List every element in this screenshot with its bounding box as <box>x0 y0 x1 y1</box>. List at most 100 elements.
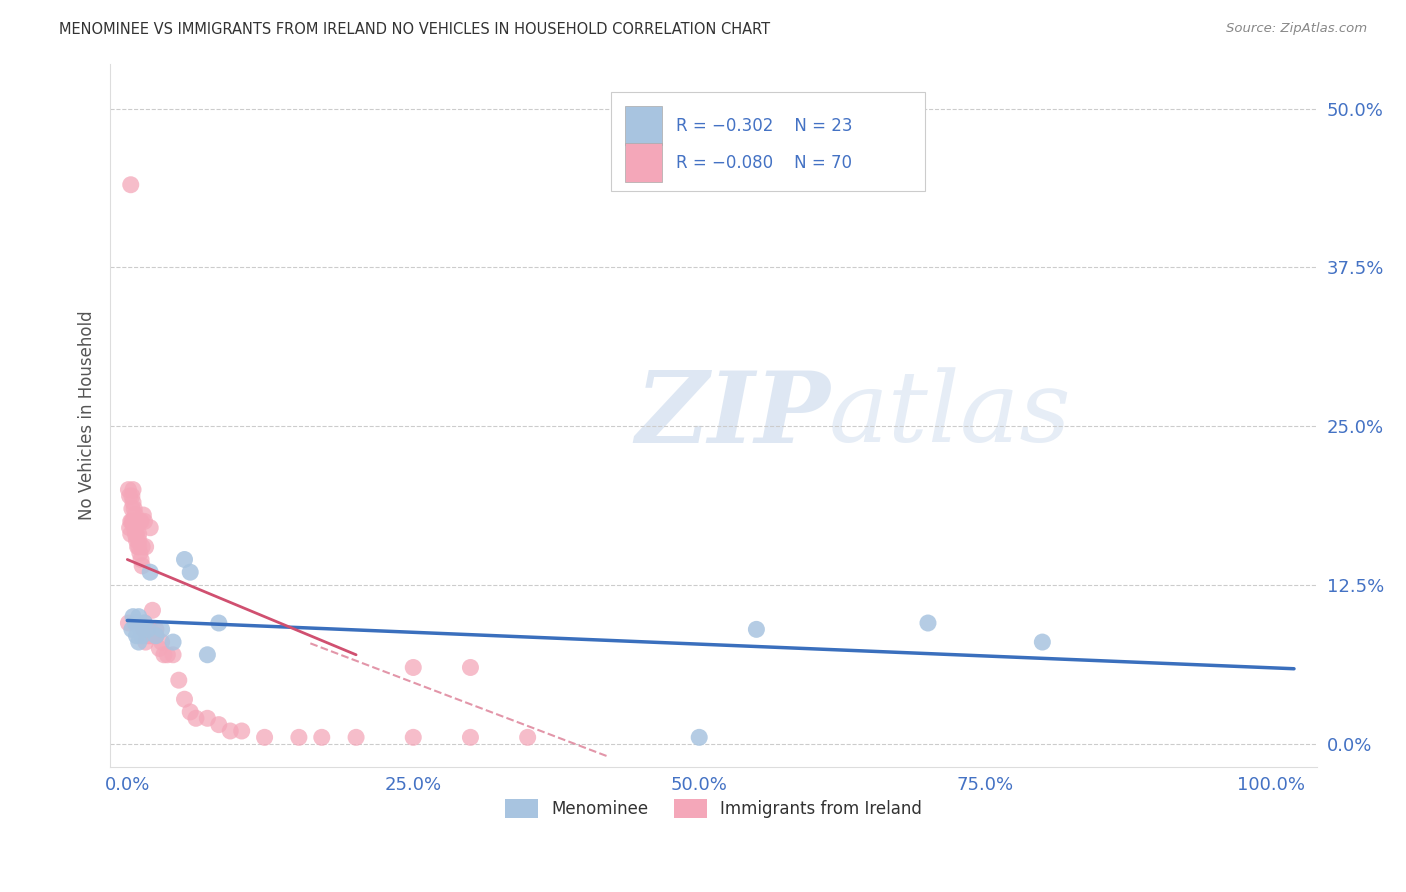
FancyBboxPatch shape <box>626 106 662 145</box>
Point <box>128 527 150 541</box>
Point <box>139 623 162 637</box>
Point <box>516 731 538 745</box>
Point <box>145 623 167 637</box>
Text: ZIP: ZIP <box>636 368 830 464</box>
Point <box>195 648 218 662</box>
Point <box>141 629 163 643</box>
Point <box>162 635 184 649</box>
Point <box>129 515 152 529</box>
Point <box>122 483 145 497</box>
Point <box>122 521 145 535</box>
Point <box>129 623 152 637</box>
Point <box>117 483 139 497</box>
Point <box>135 540 157 554</box>
Point <box>120 515 142 529</box>
Point <box>688 731 710 745</box>
Point <box>145 629 167 643</box>
Legend: Menominee, Immigrants from Ireland: Menominee, Immigrants from Ireland <box>498 792 929 825</box>
Point <box>118 489 141 503</box>
Point <box>122 515 145 529</box>
Point <box>127 615 149 630</box>
Point <box>208 717 231 731</box>
Point <box>128 540 150 554</box>
Point <box>148 641 170 656</box>
Point <box>344 731 367 745</box>
Text: Source: ZipAtlas.com: Source: ZipAtlas.com <box>1226 22 1367 36</box>
Point <box>145 629 167 643</box>
Point <box>125 515 148 529</box>
Point <box>153 648 176 662</box>
Point <box>124 508 146 522</box>
Point <box>138 629 160 643</box>
Point <box>124 515 146 529</box>
Point <box>141 603 163 617</box>
Y-axis label: No Vehicles in Household: No Vehicles in Household <box>79 310 96 520</box>
Point <box>208 615 231 630</box>
Text: R = −0.302    N = 23: R = −0.302 N = 23 <box>676 117 852 135</box>
Point <box>179 565 201 579</box>
Point <box>120 527 142 541</box>
Point <box>162 648 184 662</box>
Point <box>173 552 195 566</box>
Point <box>167 673 190 688</box>
Point <box>127 515 149 529</box>
Point <box>121 623 143 637</box>
Point <box>139 521 162 535</box>
Point <box>136 623 159 637</box>
Text: R = −0.080    N = 70: R = −0.080 N = 70 <box>676 153 852 172</box>
Point <box>156 648 179 662</box>
Point <box>173 692 195 706</box>
Point <box>125 629 148 643</box>
Point <box>142 629 165 643</box>
Point <box>402 660 425 674</box>
Point <box>311 731 333 745</box>
Point <box>131 629 153 643</box>
Point <box>184 711 207 725</box>
Point <box>132 623 155 637</box>
Point <box>288 731 311 745</box>
Point <box>122 609 145 624</box>
Point <box>1031 635 1053 649</box>
Point <box>128 533 150 548</box>
Point <box>118 521 141 535</box>
Point <box>131 540 153 554</box>
Point <box>231 723 253 738</box>
Point <box>124 615 146 630</box>
Point <box>131 558 153 573</box>
Point <box>402 731 425 745</box>
Point <box>745 623 768 637</box>
Point <box>129 552 152 566</box>
Point <box>917 615 939 630</box>
Point <box>150 623 173 637</box>
Point <box>121 515 143 529</box>
Point <box>219 723 242 738</box>
Point <box>117 615 139 630</box>
Point <box>127 540 149 554</box>
Point <box>125 533 148 548</box>
Point <box>132 508 155 522</box>
Point <box>122 501 145 516</box>
Point <box>136 623 159 637</box>
Point <box>125 527 148 541</box>
Point <box>460 731 482 745</box>
Point <box>121 489 143 503</box>
Point <box>134 615 156 630</box>
Point <box>128 609 150 624</box>
Point <box>134 615 156 630</box>
Point <box>129 546 152 560</box>
FancyBboxPatch shape <box>626 144 662 182</box>
Point <box>135 629 157 643</box>
Point <box>121 501 143 516</box>
Point <box>460 660 482 674</box>
Point <box>124 527 146 541</box>
FancyBboxPatch shape <box>612 92 925 191</box>
Text: atlas: atlas <box>828 368 1071 463</box>
Point <box>120 178 142 192</box>
Point <box>150 635 173 649</box>
Point <box>253 731 276 745</box>
Point <box>195 711 218 725</box>
Point <box>122 495 145 509</box>
Point <box>135 635 157 649</box>
Point <box>179 705 201 719</box>
Point <box>128 635 150 649</box>
